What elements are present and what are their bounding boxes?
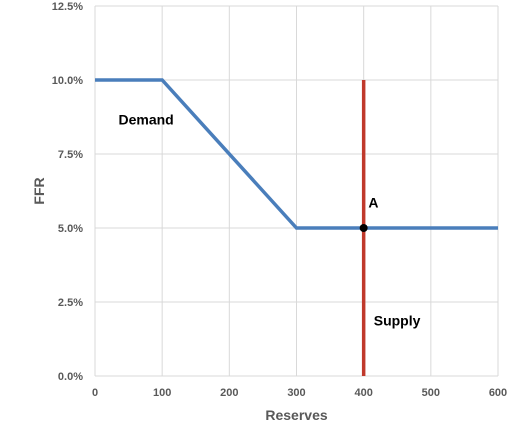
y-tick-label: 0.0% xyxy=(58,371,83,383)
x-tick-label: 500 xyxy=(422,387,440,399)
y-tick-label: 12.5% xyxy=(52,1,83,13)
x-tick-label: 600 xyxy=(489,387,507,399)
y-tick-label: 2.5% xyxy=(58,297,83,309)
annotations: Demand Supply A xyxy=(119,111,421,328)
y-tick-label: 5.0% xyxy=(58,223,83,235)
x-tick-label: 300 xyxy=(287,387,305,399)
grid xyxy=(94,5,499,377)
y-axis-title: FFR xyxy=(31,177,47,204)
annotation-label: Supply xyxy=(374,313,421,329)
x-tick-label: 100 xyxy=(153,387,171,399)
y-axis-ticks: 0.0% 2.5% 5.0% 7.5% 10.0% 12.5% xyxy=(52,1,83,383)
equilibrium-point xyxy=(359,224,368,232)
x-axis-title: Reserves xyxy=(265,407,327,423)
y-tick-label: 10.0% xyxy=(52,75,83,87)
annotation-label: A xyxy=(368,194,378,210)
x-tick-label: 200 xyxy=(220,387,238,399)
x-tick-label: 400 xyxy=(354,387,372,399)
y-tick-label: 7.5% xyxy=(58,149,83,161)
x-tick-label: 0 xyxy=(92,387,98,399)
annotation-label: Demand xyxy=(119,111,174,127)
markers xyxy=(359,224,368,232)
x-axis-ticks: 0 100 200 300 400 500 600 xyxy=(92,387,507,399)
demand-line xyxy=(95,78,498,230)
